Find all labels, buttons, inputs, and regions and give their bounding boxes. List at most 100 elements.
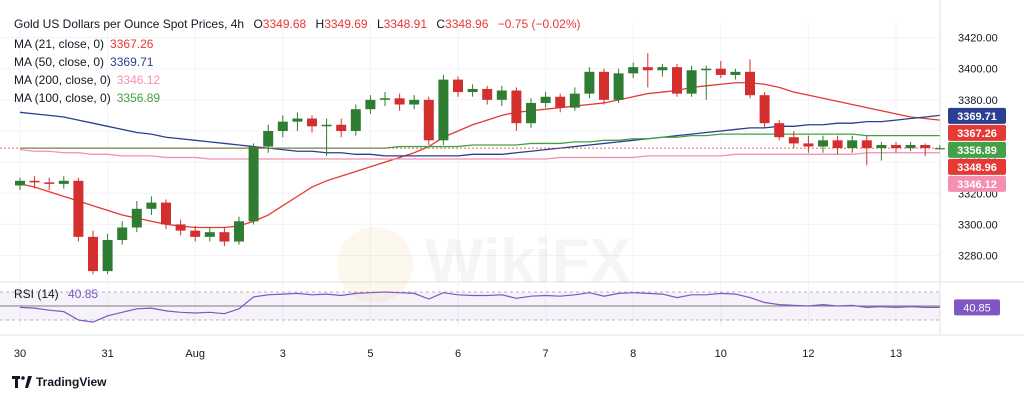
candle-body	[29, 180, 40, 183]
candle	[569, 87, 580, 111]
candle	[453, 76, 463, 97]
candle-body	[190, 230, 201, 237]
candle-body	[715, 68, 726, 75]
candle	[380, 92, 390, 107]
rsi-line	[19, 291, 940, 323]
candle-body	[44, 182, 55, 184]
price-label: 3369.71	[957, 111, 997, 123]
candle-body	[496, 90, 507, 100]
candle	[409, 95, 420, 110]
candle-body	[380, 98, 390, 100]
candle-body	[350, 109, 361, 131]
candle	[161, 199, 171, 230]
candle-body	[131, 208, 142, 228]
candle-body	[438, 79, 449, 141]
candle	[117, 221, 128, 245]
candle	[58, 176, 69, 189]
candle	[555, 93, 566, 113]
candle	[307, 115, 317, 133]
candle	[175, 219, 186, 236]
candle-body	[394, 98, 405, 105]
candle-body	[219, 232, 230, 242]
candle-body	[88, 236, 98, 272]
candle	[204, 227, 215, 242]
candle-body	[263, 130, 274, 147]
candle	[715, 60, 726, 79]
candle	[599, 68, 609, 105]
candle-body	[803, 143, 814, 147]
candle-body	[453, 79, 463, 93]
candle-body	[234, 221, 244, 242]
candle	[526, 98, 536, 128]
candle-body	[292, 118, 303, 122]
candle	[146, 196, 157, 216]
candle-body	[832, 140, 843, 149]
candle	[730, 68, 741, 80]
candle	[438, 74, 449, 145]
tradingview-icon	[12, 376, 32, 388]
watermark: WikiFX	[337, 227, 631, 303]
ma-line	[19, 82, 940, 229]
price-tick-label: 3380.00	[958, 95, 998, 107]
candle-body	[511, 90, 522, 124]
candle-body	[934, 148, 945, 150]
time-tick-label: Aug	[185, 348, 205, 360]
candle-body	[657, 67, 668, 71]
candle-body	[248, 146, 259, 222]
price-label-bg	[948, 107, 1006, 124]
candle-body	[686, 70, 697, 94]
price-label-bg	[948, 175, 1006, 192]
candle-body	[161, 202, 171, 225]
candle-body	[526, 102, 536, 124]
time-tick-label: 5	[367, 348, 373, 360]
candle-body	[745, 71, 755, 96]
rsi-price-label: 40.85	[963, 302, 991, 314]
time-tick-label: 30	[14, 348, 26, 360]
candle-body	[642, 67, 653, 71]
candle	[44, 177, 55, 191]
candle	[745, 59, 755, 99]
candle	[321, 118, 332, 156]
logo-text: TradingView	[36, 375, 107, 389]
price-label-bg	[948, 141, 1006, 158]
candle	[584, 67, 595, 99]
indicator-legend-item: MA (100, close, 0) 3356.89	[14, 91, 160, 105]
candle-body	[409, 99, 420, 105]
time-tick-label: 8	[630, 348, 636, 360]
time-tick-label: 3	[280, 348, 286, 360]
time-tick-label: 31	[101, 348, 113, 360]
candle	[350, 104, 361, 136]
candle	[613, 68, 624, 103]
tradingview-logo[interactable]: TradingView	[12, 375, 106, 389]
rsi-panel: 40.85	[0, 291, 1000, 323]
candle-body	[759, 95, 770, 124]
indicator-legend-item: MA (200, close, 0) 3346.12	[14, 73, 160, 87]
candle	[511, 87, 522, 131]
candle-body	[876, 144, 887, 149]
candle-body	[365, 99, 376, 110]
candle	[774, 120, 785, 141]
candle-body	[701, 68, 712, 71]
candle	[394, 93, 405, 111]
candle	[701, 65, 712, 100]
candle-body	[467, 88, 478, 93]
indicator-legend-item: MA (21, close, 0) 3367.26	[14, 37, 154, 51]
rsi-price-label-bg	[954, 299, 1000, 316]
price-label: 3356.89	[957, 145, 997, 157]
ma-line	[19, 111, 940, 157]
candle	[832, 135, 843, 155]
candle-body	[788, 137, 799, 144]
candle	[759, 92, 770, 128]
legend-header: Gold US Dollars per Ounce Spot Prices, 4…	[14, 17, 581, 31]
candle	[423, 96, 434, 145]
ma-line	[19, 149, 940, 160]
time-tick-label: 13	[890, 348, 902, 360]
candle-body	[321, 124, 332, 127]
candle-body	[336, 124, 347, 131]
candle-body	[920, 144, 931, 149]
candle	[467, 84, 478, 97]
candle	[496, 85, 507, 107]
candles	[15, 53, 945, 275]
candle-body	[73, 180, 84, 237]
candle	[788, 130, 799, 149]
